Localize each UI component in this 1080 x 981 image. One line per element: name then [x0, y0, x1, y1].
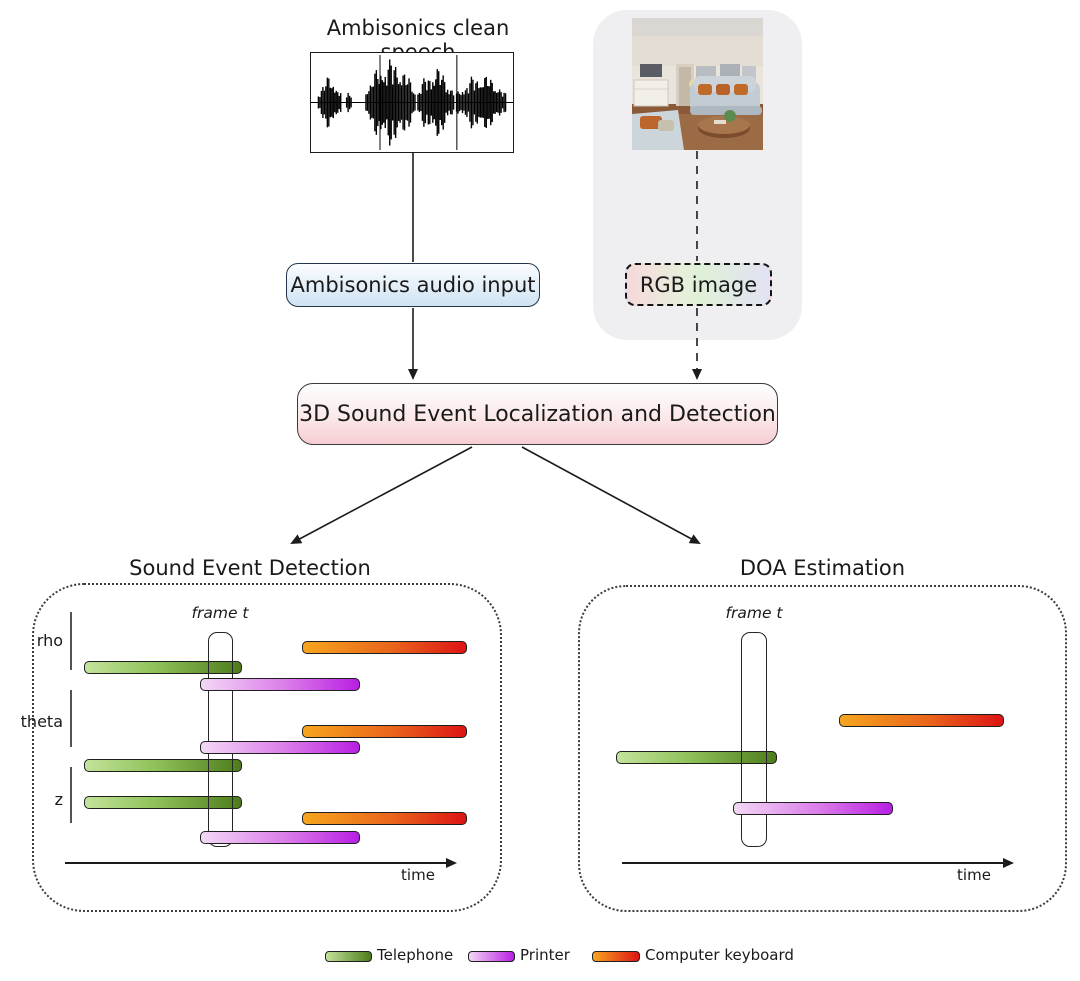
doa-panel	[578, 585, 1067, 912]
sed-row-label-rho: rho	[36, 631, 63, 650]
ambisonics-audio-input-box: Ambisonics audio input	[286, 263, 540, 307]
sed-row-label-z: z	[54, 790, 63, 809]
event-bar-telephone	[84, 661, 242, 674]
sed-panel	[32, 583, 502, 912]
sed-panel-title: Sound Event Detection	[129, 556, 371, 580]
event-bar-computer-keyboard	[839, 714, 1004, 727]
event-bar-printer	[200, 678, 360, 691]
event-bar-printer	[733, 802, 893, 815]
doa-time-label: time	[957, 866, 991, 884]
rgb-image-box: RGB image	[625, 263, 772, 306]
event-bar-printer	[200, 831, 360, 844]
speech-waveform-image	[310, 52, 514, 153]
seld-to-doa-arrow	[521, 446, 701, 544]
seld-label: 3D Sound Event Localization and Detectio…	[299, 401, 776, 427]
sed-time-label: time	[401, 866, 435, 884]
legend-swatch-printer	[468, 951, 515, 962]
room-photo	[632, 18, 763, 150]
sed-frame-label: frame t	[191, 604, 249, 622]
event-bar-computer-keyboard	[302, 641, 467, 654]
legend-swatch-telephone	[325, 951, 372, 962]
sed-frame-window	[208, 632, 233, 847]
event-bar-telephone	[616, 751, 777, 764]
event-bar-printer	[200, 741, 360, 754]
legend-label-computer-keyboard: Computer keyboard	[645, 946, 794, 964]
event-bar-telephone	[84, 796, 242, 809]
legend-swatch-computer-keyboard	[592, 951, 640, 962]
seld-box: 3D Sound Event Localization and Detectio…	[297, 383, 778, 445]
room-photo-illustration	[632, 18, 763, 150]
legend-label-telephone: Telephone	[377, 946, 454, 964]
event-bar-telephone	[84, 759, 242, 772]
sed-row-label-theta: theta	[20, 712, 63, 731]
doa-frame-label: frame t	[725, 604, 783, 622]
ambisonics-audio-input-label: Ambisonics audio input	[290, 273, 536, 297]
seld-to-sed-arrow	[290, 446, 473, 544]
event-bar-computer-keyboard	[302, 725, 467, 738]
doa-frame-window	[741, 632, 767, 847]
doa-panel-title: DOA Estimation	[739, 556, 906, 580]
event-bar-computer-keyboard	[302, 812, 467, 825]
rgb-image-label: RGB image	[639, 272, 758, 297]
waveform-plot	[311, 54, 513, 151]
legend-label-printer: Printer	[520, 946, 570, 964]
